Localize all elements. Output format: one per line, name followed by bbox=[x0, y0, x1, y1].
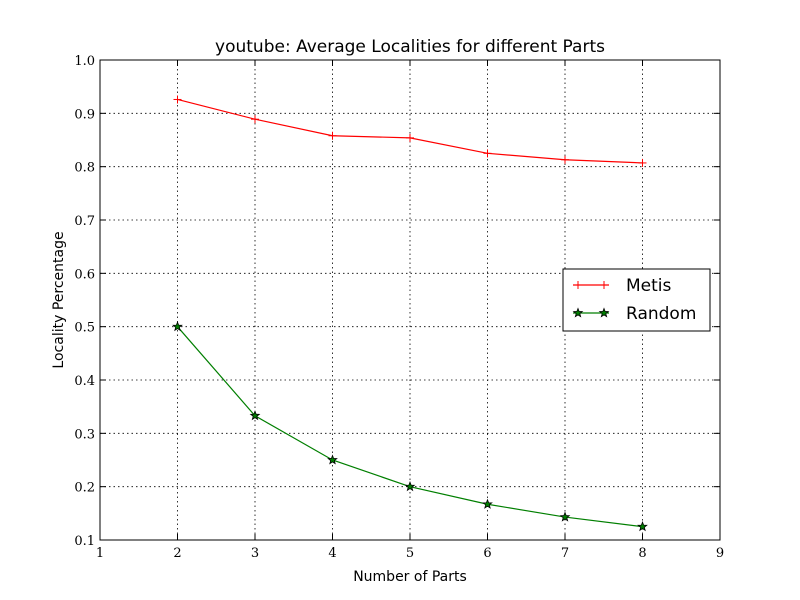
data-point-metis bbox=[561, 155, 569, 164]
y-tick-label: 0.4 bbox=[74, 374, 95, 389]
data-point-metis bbox=[173, 95, 182, 104]
series-random bbox=[172, 321, 648, 532]
data-point-metis bbox=[328, 131, 337, 140]
y-tick-label: 0.9 bbox=[74, 107, 95, 122]
x-tick-label: 1 bbox=[96, 546, 104, 561]
y-tick-label: 0.7 bbox=[74, 214, 95, 229]
data-point-random bbox=[482, 498, 493, 509]
x-tick-label: 8 bbox=[638, 546, 646, 561]
y-tick-label: 0.2 bbox=[74, 481, 95, 496]
y-tick-label: 0.5 bbox=[74, 321, 95, 336]
legend-marker bbox=[598, 307, 610, 318]
data-point-metis bbox=[251, 115, 259, 124]
legend-marker bbox=[600, 281, 608, 289]
series-line-metis bbox=[177, 98, 643, 164]
legend: Metis Random bbox=[562, 268, 711, 332]
x-tick-label: 3 bbox=[251, 546, 259, 561]
y-axis-label: Locality Percentage bbox=[51, 231, 67, 368]
legend-label: Random bbox=[626, 304, 696, 324]
x-tick-label: 4 bbox=[328, 546, 336, 561]
x-tick-label: 9 bbox=[716, 546, 724, 561]
data-point-random bbox=[172, 321, 183, 332]
x-tick-label: 7 bbox=[561, 546, 569, 561]
y-tick-label: 0.1 bbox=[74, 534, 95, 549]
data-point-metis bbox=[638, 158, 647, 167]
x-tick-label: 5 bbox=[406, 546, 414, 561]
data-point-metis bbox=[406, 133, 414, 142]
y-tick-label: 0.3 bbox=[74, 427, 95, 442]
y-tick-label: 0.6 bbox=[74, 267, 95, 282]
x-axis-label: Number of Parts bbox=[353, 569, 467, 585]
data-point-random bbox=[327, 454, 338, 465]
legend-label: Metis bbox=[626, 276, 672, 296]
y-tick-label: 1.0 bbox=[74, 54, 95, 69]
series-layer bbox=[172, 95, 648, 532]
chart-title: youtube: Average Localities for differen… bbox=[215, 37, 605, 57]
x-tick-label: 2 bbox=[173, 546, 181, 561]
legend-marker bbox=[574, 281, 582, 289]
axis-ticks: 1 2 3 4 5 6 7 8 9 0.1 0.2 0.3 0.4 0.5 0.6 0.7 0.8 0.9 1.0 bbox=[74, 54, 724, 561]
data-point-random bbox=[404, 481, 416, 492]
y-tick-label: 0.8 bbox=[74, 161, 95, 176]
data-point-metis bbox=[483, 149, 492, 158]
legend-item-random: Random bbox=[572, 304, 696, 324]
legend-box bbox=[562, 268, 711, 332]
legend-marker bbox=[572, 307, 584, 318]
data-point-random bbox=[249, 410, 261, 421]
data-point-random bbox=[559, 511, 571, 522]
x-tick-label: 6 bbox=[483, 546, 491, 561]
legend-item-metis: Metis bbox=[573, 276, 672, 296]
data-point-random bbox=[637, 521, 648, 532]
series-metis bbox=[173, 95, 647, 167]
